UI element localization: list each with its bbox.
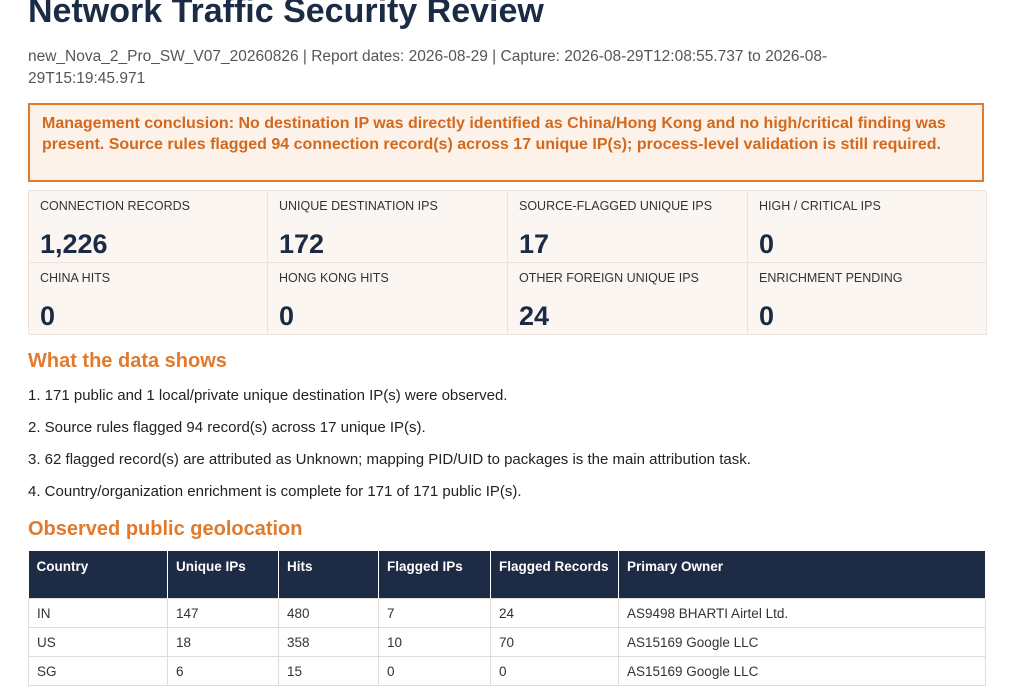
stat-card: SOURCE-FLAGGED UNIQUE IPS 17 (508, 191, 748, 263)
table-row: US 18 358 10 70 AS15169 Google LLC (28, 627, 986, 657)
stat-label: HONG KONG HITS (279, 271, 389, 285)
geolocation-table: Country Unique IPs Hits Flagged IPs Flagged … (28, 551, 986, 686)
table-cell: 0 (378, 656, 491, 686)
table-cell: 10 (378, 627, 491, 657)
finding-item: 4. Country/organization enrichment is co… (28, 483, 522, 500)
column-header: Country (28, 551, 168, 599)
table-cell: 18 (167, 627, 279, 657)
stat-value: 0 (759, 229, 775, 259)
stat-value: 0 (40, 301, 56, 331)
finding-item: 1. 171 public and 1 local/private unique… (28, 387, 508, 404)
table-cell: US (28, 627, 168, 657)
stat-card: UNIQUE DESTINATION IPS 172 (268, 191, 508, 263)
report-title: Network Traffic Security Review (28, 0, 544, 30)
table-cell: 358 (278, 627, 379, 657)
stat-value: 0 (279, 301, 295, 331)
column-header: Flagged Records (490, 551, 619, 599)
stat-card: CONNECTION RECORDS 1,226 (29, 191, 268, 263)
table-cell: 6 (167, 656, 279, 686)
report-subtitle: new_Nova_2_Pro_SW_V07_20260826 | Report … (28, 48, 828, 87)
table-header-row: Country Unique IPs Hits Flagged IPs Flagged … (28, 551, 986, 599)
table-cell: 24 (490, 598, 619, 628)
stat-label: CHINA HITS (40, 271, 111, 285)
stat-value: 17 (519, 229, 550, 259)
column-header: Unique IPs (167, 551, 279, 599)
stat-label: CONNECTION RECORDS (40, 199, 191, 213)
column-header: Hits (278, 551, 379, 599)
stat-label: SOURCE-FLAGGED UNIQUE IPS (519, 199, 713, 213)
table-cell: AS15169 Google LLC (618, 627, 986, 657)
stat-label: OTHER FOREIGN UNIQUE IPS (519, 271, 699, 285)
table-cell: 147 (167, 598, 279, 628)
stat-label: HIGH / CRITICAL IPS (759, 199, 881, 213)
table-cell: 7 (378, 598, 491, 628)
finding-item: 3. 62 flagged record(s) are attributed a… (28, 451, 751, 468)
table-cell: 15 (278, 656, 379, 686)
table-cell: 480 (278, 598, 379, 628)
findings-list: 1. 171 public and 1 local/private unique… (28, 385, 751, 513)
column-header: Flagged IPs (378, 551, 491, 599)
table-cell: 70 (490, 627, 619, 657)
stat-card: HIGH / CRITICAL IPS 0 (748, 191, 987, 263)
stat-value: 24 (519, 301, 550, 331)
table-cell: AS15169 Google LLC (618, 656, 986, 686)
table-cell: 0 (490, 656, 619, 686)
stat-value: 172 (279, 229, 325, 259)
table-cell: IN (28, 598, 168, 628)
stat-card: OTHER FOREIGN UNIQUE IPS 24 (508, 263, 748, 335)
stat-card: CHINA HITS 0 (29, 263, 268, 335)
section-heading: Observed public geolocation (28, 518, 303, 540)
conclusion-box: Management conclusion: No destination IP… (28, 103, 984, 182)
stat-card: HONG KONG HITS 0 (268, 263, 508, 335)
table-cell: SG (28, 656, 168, 686)
stat-value: 0 (759, 301, 775, 331)
stat-label: UNIQUE DESTINATION IPS (279, 199, 438, 213)
table-body: IN 147 480 7 24 AS9498 BHARTI Airtel Ltd. US 18… (28, 598, 986, 686)
table-cell: AS9498 BHARTI Airtel Ltd. (618, 598, 986, 628)
stat-card: ENRICHMENT PENDING 0 (748, 263, 987, 335)
stats-grid: CONNECTION RECORDS 1,226 UNIQUE DESTINATIO… (28, 190, 987, 335)
table-row: IN 147 480 7 24 AS9498 BHARTI Airtel Ltd. (28, 598, 986, 628)
stat-label: ENRICHMENT PENDING (759, 271, 903, 285)
section-heading: What the data shows (28, 350, 227, 372)
finding-item: 2. Source rules flagged 94 record(s) acr… (28, 419, 426, 436)
column-header: Primary Owner (618, 551, 986, 599)
stat-value: 1,226 (40, 229, 108, 259)
table-row: SG 6 15 0 0 AS15169 Google LLC (28, 656, 986, 686)
